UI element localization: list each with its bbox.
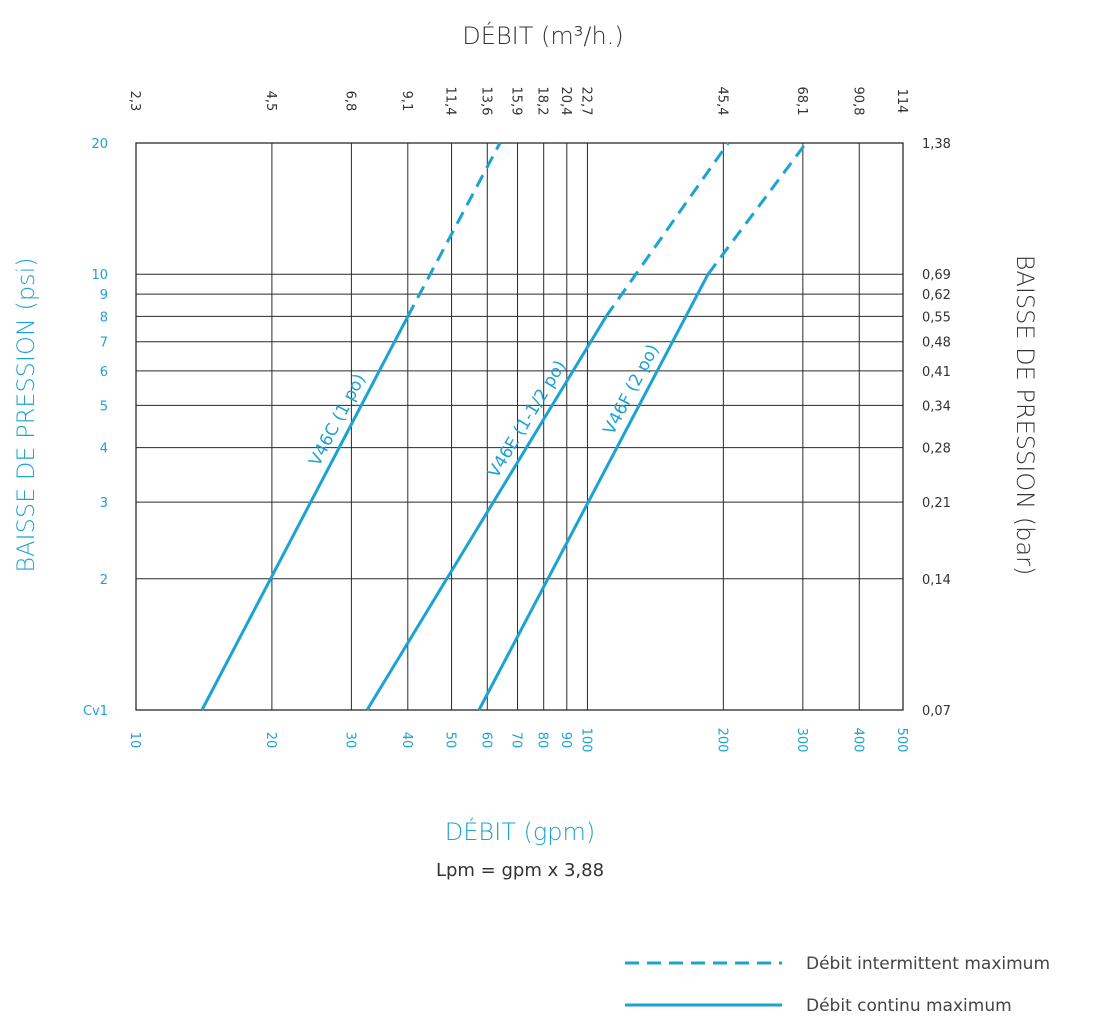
series-label: V46E (1-1/2 po) xyxy=(484,357,570,482)
right-tick-label: 0,48 xyxy=(922,336,951,351)
right-tick-label: 0,41 xyxy=(922,365,951,380)
right-tick-label: 0,21 xyxy=(922,496,951,511)
top-tick-label: 68,1 xyxy=(794,87,809,116)
top-tick-label: 13,6 xyxy=(478,87,493,116)
top-tick-label: 15,9 xyxy=(509,87,524,116)
top-tick-label: 22,7 xyxy=(578,87,593,116)
top-tick-label: 45,4 xyxy=(714,87,729,116)
bottom-tick-label: 400 xyxy=(850,728,865,753)
bottom-tick-label: 80 xyxy=(535,732,550,749)
left-tick-label: 5 xyxy=(100,399,108,414)
left-tick-label: 4 xyxy=(100,442,108,457)
bottom-tick-label: 300 xyxy=(794,728,809,753)
left-tick-label: 9 xyxy=(100,288,108,303)
right-tick-label: 1,38 xyxy=(922,137,951,152)
right-tick-label: 0,07 xyxy=(922,704,951,719)
bottom-tick-label: 20 xyxy=(263,732,278,749)
bottom-axis-title: DÉBIT (gpm) xyxy=(445,817,595,846)
series-continuous-line xyxy=(477,273,710,711)
top-tick-label: 6,8 xyxy=(342,91,357,112)
top-tick-label: 20,4 xyxy=(558,87,573,116)
series-continuous-line xyxy=(200,315,410,711)
top-tick-label: 18,2 xyxy=(535,87,550,116)
series-group: V46C (1 po) V46E (1-1/2 po) V46F (2 po) xyxy=(200,142,808,711)
left-tick-label: 8 xyxy=(100,310,108,325)
left-tick-label: 7 xyxy=(100,336,108,351)
right-tick-label: 0,14 xyxy=(922,573,951,588)
top-tick-label: 2,3 xyxy=(127,91,142,112)
right-tick-label: 0,62 xyxy=(922,288,951,303)
series-intermittent-line xyxy=(604,142,730,318)
bottom-axis-subtitle: Lpm = gpm x 3,88 xyxy=(436,860,604,881)
top-tick-label: 90,8 xyxy=(850,87,865,116)
series-intermittent-line xyxy=(706,142,808,276)
bottom-tick-label: 100 xyxy=(578,728,593,753)
bottom-tick-label: 90 xyxy=(558,732,573,749)
left-tick-label: 6 xyxy=(100,365,108,380)
left-tick-label: 10 xyxy=(91,268,108,283)
plot-frame xyxy=(135,142,904,711)
legend-label-intermittent: Débit intermittent maximum xyxy=(806,954,1050,974)
top-tick-label: 114 xyxy=(894,89,909,114)
legend: Débit intermittent maximum Débit continu… xyxy=(625,954,1050,1016)
left-tick-label: 2 xyxy=(100,573,108,588)
top-axis-title: DÉBIT (m³/h.) xyxy=(462,21,623,50)
bottom-tick-label: 200 xyxy=(714,728,729,753)
legend-label-continuous: Débit continu maximum xyxy=(806,996,1012,1016)
right-axis-title: BAISSE DE PRESSION (bar) xyxy=(1011,255,1039,576)
left-tick-label: 20 xyxy=(91,137,108,152)
left-axis-title: BAISSE DE PRESSION (psi) xyxy=(12,257,40,572)
right-tick-label: 0,34 xyxy=(922,399,951,414)
top-tick-label: 9,1 xyxy=(399,91,414,112)
series-label: V46F (2 po) xyxy=(600,341,664,438)
top-tick-label: 4,5 xyxy=(263,91,278,112)
series-continuous-line xyxy=(365,315,608,711)
tick-labels: 102,3204,5306,8409,15011,46013,67015,980… xyxy=(83,87,951,753)
left-tick-label: Cv1 xyxy=(83,704,108,719)
bottom-tick-label: 40 xyxy=(399,732,414,749)
top-tick-label: 11,4 xyxy=(443,87,458,116)
bottom-tick-label: 10 xyxy=(127,732,142,749)
right-tick-label: 0,28 xyxy=(922,442,951,457)
series-intermittent-line xyxy=(406,142,502,318)
left-tick-label: 3 xyxy=(100,496,108,511)
right-tick-label: 0,55 xyxy=(922,310,951,325)
bottom-tick-label: 30 xyxy=(342,732,357,749)
bottom-tick-label: 50 xyxy=(443,732,458,749)
bottom-tick-label: 60 xyxy=(478,732,493,749)
bottom-tick-label: 500 xyxy=(894,728,909,753)
series-label: V46C (1 po) xyxy=(305,371,370,470)
right-tick-label: 0,69 xyxy=(922,268,951,283)
grid xyxy=(136,143,903,710)
bottom-tick-label: 70 xyxy=(509,732,524,749)
